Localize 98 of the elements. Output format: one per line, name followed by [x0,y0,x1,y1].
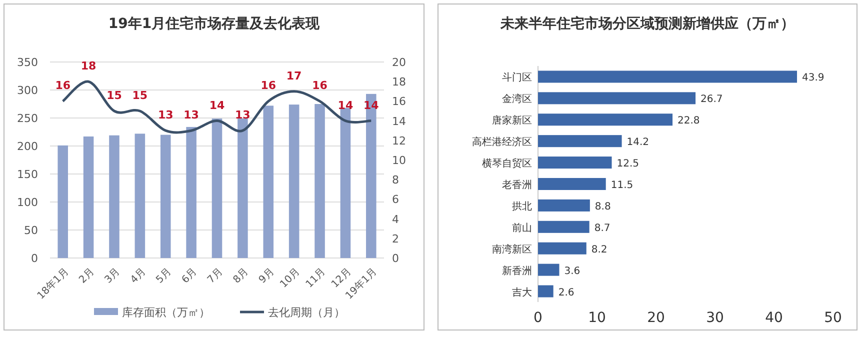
bar [238,118,248,258]
y-tick-label: 拱北 [512,200,532,212]
data-label: 14 [209,98,225,112]
bar [538,135,622,148]
data-label: 8.8 [594,201,611,212]
legend-label: 库存面积（万㎡） [122,306,210,319]
y2-tick-label: 18 [392,76,406,89]
bar [538,285,554,298]
y2-tick-label: 4 [392,212,399,226]
y-tick-label: 50 [24,224,38,237]
bar [263,106,274,258]
data-label: 13 [184,108,199,122]
y2-tick-label: 16 [392,95,406,108]
bar [109,135,120,258]
x-tick-label: 10月 [278,266,302,290]
x-tick-label: 10 [588,310,606,326]
data-label: 15 [106,89,122,102]
y-tick-label: 300 [17,84,38,97]
y-tick-label: 老香洲 [502,179,532,191]
data-label: 15 [132,89,148,102]
data-label: 13 [158,108,174,122]
data-label: 16 [312,79,328,92]
x-tick-label: 2月 [77,266,97,286]
y2-tick-label: 8 [392,174,399,187]
y-tick-label: 250 [17,112,38,125]
bar [288,104,300,258]
bar [538,178,606,190]
bar [212,118,222,258]
data-label: 3.6 [564,266,580,277]
bar [538,242,586,254]
x-tick-label: 40 [765,310,783,326]
y-tick-label: 0 [31,252,38,265]
bar [538,70,798,83]
data-label: 8.2 [591,244,608,256]
data-label: 18 [80,60,96,73]
chart-title: 19年1月住宅市场存量及去化表现 [108,15,321,32]
y-tick-label: 吉大 [512,286,532,298]
data-label: 16 [260,79,276,92]
bar [538,92,696,104]
x-tick-label: 0 [534,310,542,326]
y-tick-label: 100 [17,196,38,209]
y-tick-label: 唐家新区 [492,114,532,127]
y-tick-label: 横琴自贸区 [482,158,532,170]
y2-tick-label: 2 [392,232,399,246]
y-tick-label: 200 [17,140,38,153]
y2-tick-label: 0 [392,252,399,265]
x-tick-label: 5月 [154,266,174,286]
y-tick-label: 南湾新区 [492,243,532,256]
data-label: 43.9 [802,72,824,84]
bar [83,136,94,258]
bar [538,264,560,276]
data-label: 12.5 [616,158,640,170]
data-label: 16 [55,79,71,92]
x-tick-label: 8月 [231,266,251,286]
data-label: 14.2 [626,137,650,148]
y2-tick-label: 12 [392,134,406,148]
bar [340,108,351,258]
data-label: 8.7 [594,222,610,234]
y2-tick-label: 14 [392,114,406,128]
bar [58,145,68,258]
data-label: 13 [235,108,250,122]
bar [366,94,376,258]
bar [160,134,171,258]
x-tick-label: 11月 [304,266,328,290]
x-tick-label: 30 [706,310,724,326]
data-label: 11.5 [610,180,634,191]
bar [538,220,590,233]
chart-title: 未来半年住宅市场分区域预测新增供应（万㎡） [500,15,794,32]
y-tick-label: 350 [17,56,38,69]
bar [538,199,590,212]
data-label: 2.6 [558,287,574,298]
x-tick-label: 9月 [257,266,277,286]
y-tick-label: 150 [17,168,38,181]
x-tick-label: 50 [824,310,842,326]
y-tick-label: 斗门区 [502,72,532,84]
y2-tick-label: 6 [392,193,399,206]
legend-label: 去化周期（月） [268,306,345,319]
y-tick-label: 前山 [512,222,532,234]
bar [134,134,146,258]
data-label: 26.7 [700,94,723,106]
y2-tick-label: 20 [392,56,406,69]
x-tick-label: 20 [647,310,665,326]
y-tick-label: 新香洲 [502,264,532,277]
x-tick-label: 7月 [206,266,226,286]
bar [538,156,612,169]
x-tick-label: 3月 [102,266,122,286]
data-label: 22.8 [678,116,700,127]
x-tick-label: 4月 [128,266,148,286]
data-label: 14 [338,98,354,112]
y-tick-label: 高栏港经济区 [472,136,532,148]
bar [314,104,325,258]
bar [186,126,196,258]
y2-tick-label: 10 [392,154,406,167]
data-label: 17 [286,69,302,82]
x-tick-label: 18年1月 [34,266,71,302]
y-tick-label: 金湾区 [502,93,532,106]
bar [538,114,673,126]
x-tick-label: 6月 [180,266,200,286]
